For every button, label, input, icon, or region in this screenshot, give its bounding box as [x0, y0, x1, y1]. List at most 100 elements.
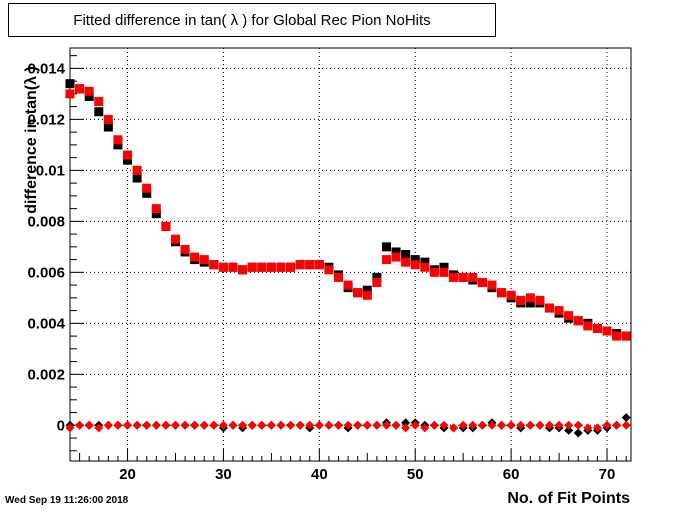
data-point	[372, 278, 382, 288]
data-point	[180, 244, 190, 254]
data-point	[573, 316, 583, 326]
data-point	[612, 331, 622, 341]
data-point	[314, 420, 324, 430]
data-point	[238, 265, 248, 275]
grid-lines	[70, 48, 631, 461]
data-point	[218, 262, 228, 272]
data-markers	[65, 79, 631, 438]
data-point	[372, 420, 382, 430]
data-point	[305, 260, 315, 270]
series-1	[65, 84, 631, 341]
data-point	[334, 272, 344, 282]
data-point	[228, 262, 238, 272]
data-point	[161, 221, 171, 231]
x-axis-label: No. of Fit Points	[507, 490, 630, 507]
data-point	[65, 79, 75, 89]
data-point	[75, 420, 85, 430]
data-point	[257, 420, 267, 430]
data-point	[362, 290, 372, 300]
data-point	[525, 420, 535, 430]
timestamp: Wed Sep 19 11:26:00 2018	[5, 495, 129, 506]
data-point	[123, 150, 133, 160]
data-point	[343, 280, 353, 290]
data-point	[410, 255, 420, 265]
data-point	[132, 173, 142, 183]
data-point	[199, 420, 209, 430]
axis-ticks	[69, 55, 627, 461]
data-point	[209, 260, 219, 270]
data-point	[142, 420, 152, 430]
series-0	[65, 79, 631, 341]
data-point	[132, 165, 142, 175]
tick-labels: 20 30 40 50 60 70 0 0.002 0.004 0.006 0.008 0.01 0.0…	[27, 60, 615, 483]
data-point	[458, 420, 468, 430]
y-tick-label: 0.004	[27, 315, 65, 332]
data-point	[592, 423, 602, 433]
data-point	[266, 420, 276, 430]
data-point	[286, 420, 296, 430]
data-point	[151, 209, 161, 219]
y-tick-label: 0.014	[27, 60, 65, 77]
x-tick-label: 20	[119, 466, 136, 483]
data-point	[65, 423, 75, 433]
data-point	[132, 420, 142, 430]
data-point	[477, 420, 487, 430]
y-tick-label: 0	[57, 417, 65, 434]
data-point	[506, 420, 516, 430]
data-point	[247, 420, 257, 430]
y-tick-label: 0.006	[27, 264, 65, 281]
data-point	[420, 262, 430, 272]
data-point	[190, 252, 200, 262]
data-point	[295, 420, 305, 430]
data-point	[113, 420, 123, 430]
data-point	[381, 255, 391, 265]
data-point	[583, 321, 593, 331]
data-point	[84, 420, 94, 430]
y-axis-label: difference in tan(λ )	[23, 66, 40, 214]
x-tick-label: 50	[407, 466, 424, 483]
data-point	[401, 250, 411, 259]
data-point	[103, 122, 113, 132]
data-point	[564, 420, 574, 430]
data-point	[65, 89, 75, 99]
data-point	[84, 91, 94, 101]
data-point	[468, 420, 478, 430]
data-point	[544, 420, 554, 430]
data-point	[362, 285, 372, 295]
data-point	[324, 265, 334, 275]
data-point	[170, 234, 180, 244]
data-point	[305, 420, 315, 430]
data-point	[180, 420, 190, 430]
data-point	[468, 272, 478, 282]
data-point	[525, 293, 535, 303]
data-point	[391, 252, 401, 262]
data-point	[401, 423, 411, 433]
data-point	[535, 295, 545, 305]
data-point	[103, 114, 113, 124]
data-point	[94, 423, 104, 433]
data-point	[343, 420, 353, 430]
data-point	[410, 420, 420, 430]
data-point	[190, 420, 200, 430]
data-point	[75, 84, 85, 94]
data-point	[314, 260, 324, 270]
data-point	[439, 262, 449, 272]
data-point	[516, 420, 526, 430]
data-point	[123, 420, 133, 430]
data-point	[487, 420, 497, 430]
plot-frame	[69, 47, 632, 462]
data-point	[151, 420, 161, 430]
data-point	[142, 183, 152, 193]
x-tick-label: 30	[215, 466, 232, 483]
x-tick-label: 40	[311, 466, 328, 483]
data-point	[583, 423, 593, 433]
data-point	[573, 428, 583, 438]
data-point	[170, 420, 180, 430]
data-point	[247, 262, 257, 272]
data-point	[391, 420, 401, 430]
data-point	[266, 262, 276, 272]
chart-title: Fitted difference in tan( λ ) for Global…	[8, 3, 496, 37]
data-point	[535, 420, 545, 430]
data-point	[602, 326, 612, 336]
